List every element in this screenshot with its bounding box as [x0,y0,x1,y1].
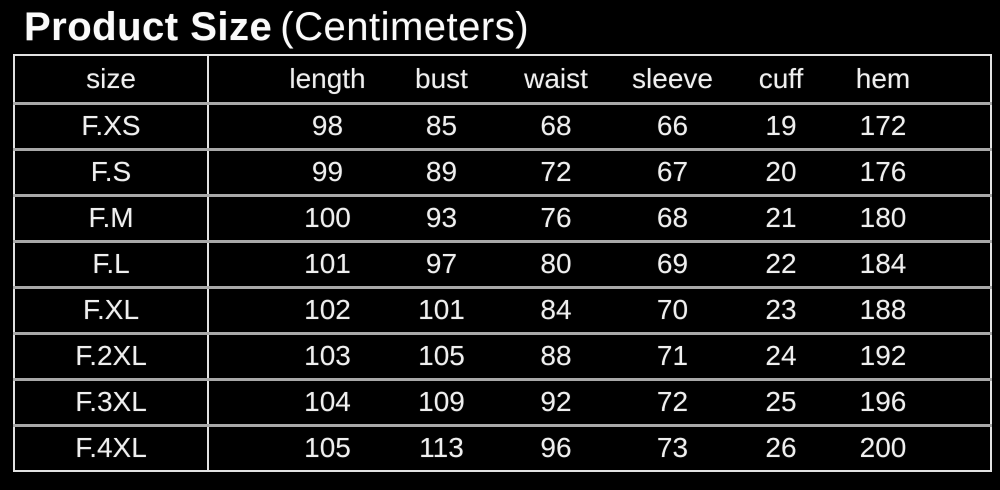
cell-hem: 180 [832,193,991,241]
cell-cuff: 19 [765,110,797,141]
page-title: Product Size (Centimeters) [24,2,529,52]
cell-waist: 92 [497,377,615,425]
cell-hem: 172 [859,110,907,141]
table-row: F.S 99 89 72 67 20 176 [14,147,991,195]
title-main: Product Size [24,5,273,49]
cell-cuff: 26 [730,423,832,471]
cell-cuff: 20 [730,147,832,195]
table-row: F.4XL 105 113 96 73 26 200 [14,423,991,471]
cell-waist: 72 [497,147,615,195]
cell-hem: 192 [832,331,991,379]
cell-length: 99 [208,147,386,195]
cell-length: 102 [208,285,386,333]
column-header-sleeve: sleeve [615,55,730,105]
cell-bust: 109 [386,377,497,425]
cell-length: 103 [208,331,386,379]
cell-length: 101 [208,239,386,287]
size-table: size length bust waist sleeve cuff hem F… [13,54,992,472]
column-header-length: length [208,55,386,105]
cell-size: F.XL [14,285,209,333]
table-row: F.XL 102 101 84 70 23 188 [14,285,991,333]
column-header-waist: waist [497,55,615,105]
table-row: F.XS 98 85 68 66 19 172 [14,103,991,149]
cell-hem: 176 [832,147,991,195]
table-row: F.2XL 103 105 88 71 24 192 [14,331,991,379]
cell-sleeve: 72 [615,377,730,425]
cell-length: 100 [208,193,386,241]
cell-length: 105 [208,423,386,471]
cell-waist: 76 [497,193,615,241]
cell-bust: 93 [386,193,497,241]
cell-sleeve: 68 [615,193,730,241]
column-header-cuff: cuff [730,55,832,105]
cell-bust: 101 [386,285,497,333]
cell-hem: 184 [832,239,991,287]
cell-sleeve: 69 [615,239,730,287]
cell-bust: 85 [425,110,458,141]
cell-waist: 80 [497,239,615,287]
cell-bust: 113 [386,423,497,471]
table-row: F.3XL 104 109 92 72 25 196 [14,377,991,425]
cell-size: F.4XL [14,423,209,471]
cell-sleeve: 71 [615,331,730,379]
cell-cuff: 21 [730,193,832,241]
cell-length: 98 [311,110,344,141]
cell-waist: 84 [497,285,615,333]
cell-waist: 68 [540,110,572,141]
column-header-size: size [14,55,209,105]
cell-sleeve: 70 [615,285,730,333]
cell-sleeve: 67 [615,147,730,195]
cell-waist: 88 [497,331,615,379]
cell-sleeve: 66 [656,110,689,141]
cell-cuff: 23 [730,285,832,333]
cell-size: F.L [14,239,209,287]
cell-cuff: 24 [730,331,832,379]
cell-cuff: 25 [730,377,832,425]
cell-size: F.XS [14,103,209,149]
table-header-row: size length bust waist sleeve cuff hem [14,55,991,105]
cell-hem: 200 [832,423,991,471]
cell-bust: 89 [386,147,497,195]
cell-hem: 188 [832,285,991,333]
cell-size: F.S [14,147,209,195]
table-row: F.L 101 97 80 69 22 184 [14,239,991,287]
cell-bust: 97 [386,239,497,287]
table-row: F.M 100 93 76 68 21 180 [14,193,991,241]
cell-cuff: 22 [730,239,832,287]
cell-hem: 196 [832,377,991,425]
column-header-bust: bust [386,55,497,105]
cell-length: 104 [208,377,386,425]
cell-waist: 96 [497,423,615,471]
cell-size: F.2XL [14,331,209,379]
cell-sleeve: 73 [615,423,730,471]
column-header-hem: hem [832,55,991,105]
title-unit: (Centimeters) [280,5,530,49]
cell-bust: 105 [386,331,497,379]
cell-size: F.M [14,193,209,241]
cell-size: F.3XL [14,377,209,425]
